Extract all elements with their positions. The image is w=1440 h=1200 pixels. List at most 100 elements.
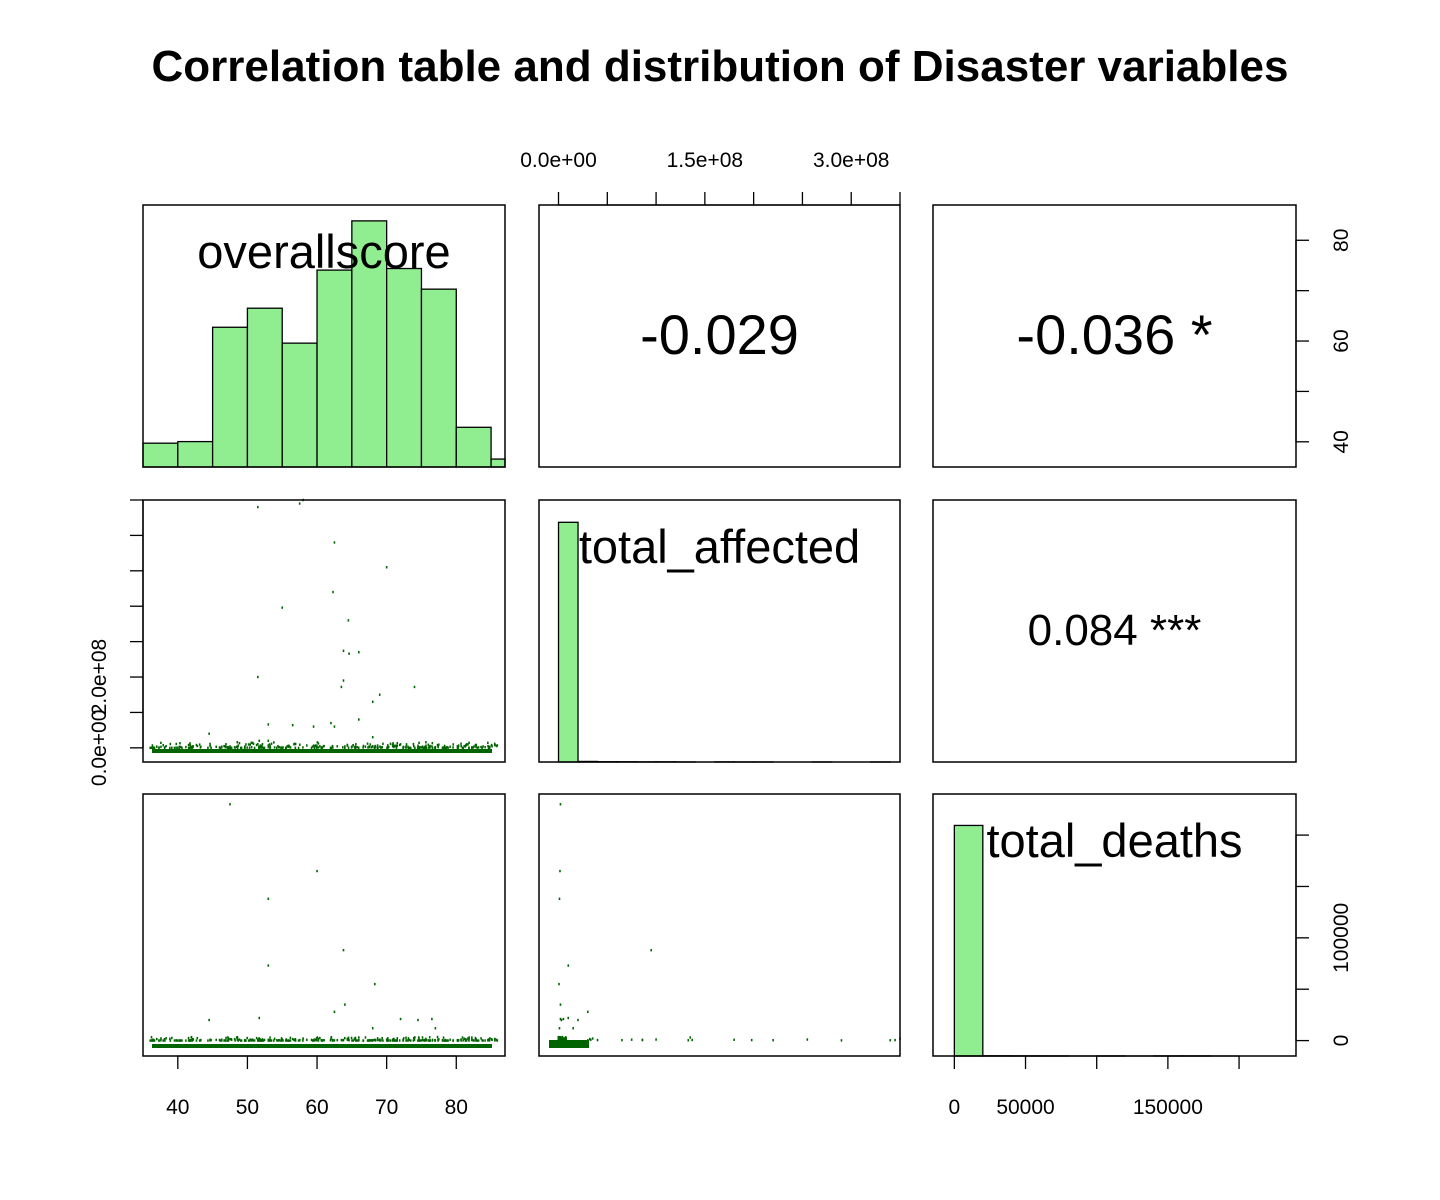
scatter-point — [558, 1027, 561, 1030]
scatter-point — [175, 1039, 178, 1042]
scatter-point — [229, 1037, 231, 1041]
scatter-point — [373, 1038, 376, 1042]
scatter-point — [387, 1039, 390, 1042]
scatter-point — [195, 1039, 198, 1042]
scatter-point — [165, 1037, 167, 1040]
scatter-point — [362, 744, 365, 748]
scatter-point — [443, 746, 446, 749]
scatter-point — [385, 566, 388, 569]
scatter-point — [456, 746, 459, 750]
scatter-point — [395, 1039, 397, 1042]
histogram-layer — [142, 220, 1212, 1057]
scatter-point — [418, 1037, 420, 1040]
scatter-point — [436, 743, 439, 747]
scatter-point — [409, 1039, 412, 1042]
scatter-point — [444, 746, 447, 750]
scatter-point — [189, 742, 191, 745]
scatter-point — [472, 1039, 475, 1042]
scatter-point — [496, 744, 499, 747]
scatter-point — [332, 590, 334, 594]
scatter-point — [354, 1038, 357, 1042]
scatter-point — [409, 746, 412, 750]
histogram-bar — [246, 307, 283, 468]
histogram-bar — [142, 442, 179, 468]
scatter-point — [268, 1039, 271, 1042]
scatter-point — [434, 1039, 436, 1042]
scatter-point — [463, 1037, 466, 1040]
scatter-point — [233, 1037, 236, 1041]
scatter-point — [149, 746, 151, 750]
histogram-bar — [316, 269, 353, 468]
scatter-point — [351, 1039, 353, 1042]
scatter-point — [482, 1039, 484, 1042]
scatter-point — [396, 741, 399, 745]
scatter-point — [386, 744, 389, 747]
scatter-point — [263, 746, 266, 750]
scatter-point — [302, 1037, 304, 1040]
scatter-point — [557, 1036, 560, 1039]
scatter-point — [267, 745, 270, 749]
scatter-point — [358, 718, 360, 721]
scatter-point — [464, 1038, 467, 1041]
scatter-point — [687, 1039, 690, 1042]
x-tick-label: 0 — [949, 1096, 961, 1119]
scatter-point — [586, 1010, 589, 1014]
scatter-point — [229, 746, 231, 750]
scatter-point — [189, 745, 192, 749]
scatter-point — [273, 1037, 276, 1040]
scatter-point — [407, 746, 410, 750]
scatter-point — [352, 743, 354, 747]
scatter-point — [267, 739, 270, 742]
scatter-point — [449, 745, 451, 748]
x-tick-label: 150000 — [1133, 1096, 1203, 1119]
scatter-point — [565, 1036, 567, 1039]
scatter-point — [210, 746, 212, 749]
scatter-point — [367, 746, 369, 749]
scatter-point — [302, 1039, 304, 1042]
scatter-point — [240, 746, 243, 750]
scatter-point — [267, 1038, 270, 1041]
scatter-point — [187, 1039, 190, 1042]
scatter-point — [596, 1038, 599, 1042]
scatter-point — [412, 742, 415, 746]
scatter-point — [480, 1037, 482, 1040]
scatter-point — [589, 1038, 592, 1041]
x-tick-label: 1.5e+08 — [667, 149, 744, 172]
scatter-point — [286, 745, 288, 748]
scatter-point — [173, 746, 176, 750]
scatter-point — [208, 732, 210, 735]
scatter-point — [381, 745, 384, 749]
scatter-point — [192, 1038, 194, 1041]
scatter-point — [321, 1039, 323, 1042]
scatter-point — [336, 745, 339, 748]
variable-label-total_deaths: total_deaths — [986, 814, 1242, 867]
scatter-point — [588, 1037, 591, 1041]
histogram-bar — [455, 426, 492, 468]
scatter-point — [270, 742, 273, 745]
scatter-point — [840, 1039, 843, 1042]
scatter-point — [294, 1039, 297, 1042]
scatter-point — [572, 1027, 574, 1030]
scatter-point — [207, 746, 209, 750]
scatter-point — [689, 1036, 692, 1039]
histogram-bar — [557, 521, 579, 763]
correlation-label: -0.029 — [640, 303, 799, 366]
scatter-point — [268, 743, 271, 746]
scatter-point — [407, 1039, 409, 1042]
x-tick-label: 80 — [445, 1096, 468, 1119]
scatter-point — [200, 745, 202, 749]
scatter-point — [314, 745, 316, 748]
scatter-point — [244, 1039, 246, 1042]
scatter-point — [591, 1037, 594, 1040]
scatter-point — [358, 651, 360, 654]
scatter-point — [153, 746, 155, 750]
scatter-point — [332, 1038, 334, 1042]
scatter-point — [441, 1038, 444, 1042]
scatter-point — [262, 1039, 265, 1042]
scatter-point — [236, 1036, 239, 1039]
scatter-point — [160, 1037, 162, 1040]
scatter-point — [470, 746, 473, 750]
scatter-point — [470, 1038, 473, 1041]
scatter-point — [315, 1037, 318, 1040]
